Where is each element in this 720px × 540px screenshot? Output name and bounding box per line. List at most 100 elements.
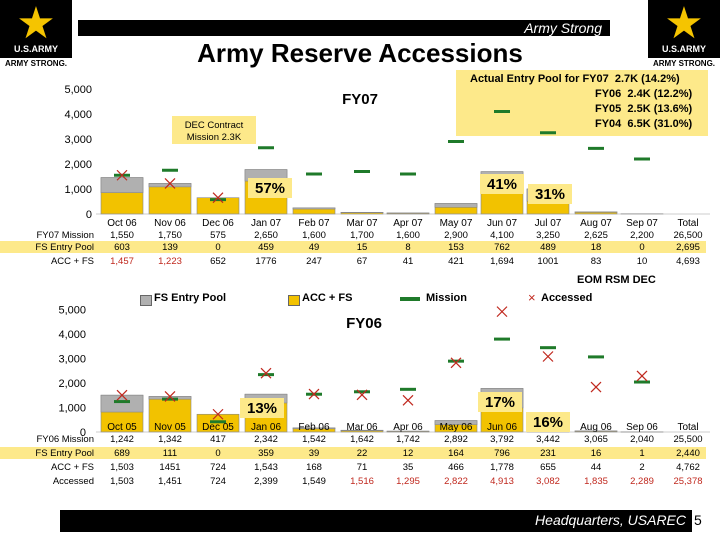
percent-label-bg <box>478 392 522 412</box>
percent-label-bg <box>240 398 284 418</box>
category-label: Dec 06 <box>202 218 234 229</box>
table-cell: 35 <box>403 462 414 473</box>
percent-label: 17% <box>485 394 515 411</box>
bar-fs-pool <box>100 394 144 413</box>
percent-label-bg <box>526 412 570 432</box>
table-cell: 0 <box>215 448 220 459</box>
accessed-marker <box>212 192 224 204</box>
page-title: Army Reserve Accessions <box>197 38 523 68</box>
table-cell: 0 <box>215 242 220 253</box>
eom-label: EOM RSM DEC <box>577 274 656 286</box>
table-cell: 15 <box>357 242 368 253</box>
table-cell: 652 <box>210 256 226 267</box>
y-tick-label: 2,000 <box>58 378 86 390</box>
table-cell: 1776 <box>255 256 276 267</box>
accessed-marker <box>212 408 224 420</box>
table-cell: 139 <box>162 242 178 253</box>
army-star-icon: ★ <box>16 0 56 49</box>
accessed-marker <box>116 169 128 181</box>
table-cell: 8 <box>405 242 410 253</box>
category-label: Aug 06 <box>580 422 612 433</box>
accessed-marker <box>496 306 508 318</box>
category-label: May 07 <box>440 218 473 229</box>
category-label: Oct 05 <box>107 422 137 433</box>
y-tick-label: 0 <box>86 209 92 221</box>
table-total-cell: 2,440 <box>676 448 700 459</box>
table-total-cell: 2,695 <box>676 242 700 253</box>
percent-label: 13% <box>247 400 277 417</box>
actual-pool-box: Actual Entry Pool for FY07 2.7K (14.2%) … <box>456 70 708 136</box>
table-cell: 3,792 <box>490 434 514 445</box>
table-cell: 1,342 <box>158 434 182 445</box>
table-cell: 2,625 <box>584 230 608 241</box>
table-cell: 1,242 <box>110 434 134 445</box>
table-cell: 4,913 <box>490 476 514 487</box>
table-cell: 1,457 <box>110 256 134 267</box>
y-tick-label: 2,000 <box>64 159 92 171</box>
note-line: DEC Contract <box>185 120 244 131</box>
y-tick-label: 5,000 <box>58 305 86 317</box>
note-box <box>172 116 256 144</box>
table-cell: 247 <box>306 256 322 267</box>
bar-fs-pool <box>292 427 336 430</box>
chart-title: FY07 <box>342 91 378 108</box>
category-label: Mar 07 <box>346 218 378 229</box>
table-cell: 2,200 <box>630 230 654 241</box>
table-cell: 16 <box>591 448 602 459</box>
table-cell: 2,900 <box>444 230 468 241</box>
accessed-marker <box>116 389 128 401</box>
accessed-marker <box>308 388 320 400</box>
table-cell: 39 <box>309 448 320 459</box>
table-cell: 3,250 <box>536 230 560 241</box>
table-cell: 0 <box>639 242 644 253</box>
table-row-highlight <box>96 447 706 459</box>
actual-pool-line: Actual Entry Pool for FY07 2.7K (14.2%) <box>470 73 680 85</box>
table-cell: 67 <box>357 256 368 267</box>
table-row-label: ACC + FS <box>51 256 94 267</box>
bar-fs-pool <box>292 207 336 210</box>
tagline: Army Strong <box>524 20 602 36</box>
category-label: Mar 06 <box>346 422 378 433</box>
accessed-marker <box>164 178 176 189</box>
accessed-marker <box>356 389 368 401</box>
table-cell: 22 <box>357 448 368 459</box>
category-label: Sep 06 <box>626 422 658 433</box>
category-label: Jun 07 <box>487 218 517 229</box>
legend-acc-fs: ACC + FS <box>302 292 353 304</box>
table-cell: 466 <box>448 462 464 473</box>
table-cell: 83 <box>591 256 602 267</box>
table-cell: 111 <box>163 448 177 459</box>
table-cell: 4,100 <box>490 230 514 241</box>
table-cell: 49 <box>309 242 320 253</box>
table-cell: 2,399 <box>254 476 278 487</box>
table-row-highlight <box>0 241 96 253</box>
table-cell: 1,503 <box>110 476 134 487</box>
table-row-label: FS Entry Pool <box>35 448 94 459</box>
percent-label-bg <box>248 178 292 198</box>
accessed-marker <box>636 370 648 382</box>
legend-fs-pool: FS Entry Pool <box>154 292 227 304</box>
actual-pool-line: FY04 6.5K (31.0%) <box>595 118 693 130</box>
table-row-highlight <box>96 241 706 253</box>
chart-title: FY06 <box>346 315 382 332</box>
bar-fs-pool <box>100 177 144 193</box>
table-cell: 41 <box>403 256 414 267</box>
category-label: Oct 06 <box>107 218 137 229</box>
table-cell: 1,549 <box>302 476 326 487</box>
footer-bar: Headquarters, USAREC <box>60 510 692 532</box>
table-total-cell: 25,378 <box>673 476 702 487</box>
table-cell: 44 <box>591 462 602 473</box>
y-tick-label: 4,000 <box>64 109 92 121</box>
table-row-label: FY06 Mission <box>36 434 94 445</box>
total-label: Total <box>677 422 698 433</box>
table-cell: 762 <box>494 242 510 253</box>
category-label: Nov 05 <box>154 422 186 433</box>
actual-pool-line: FY06 2.4K (12.2%) <box>595 88 693 100</box>
table-cell: 1,223 <box>158 256 182 267</box>
percent-label: 57% <box>255 180 285 197</box>
table-cell: 1,451 <box>158 476 182 487</box>
table-cell: 2 <box>639 462 644 473</box>
table-cell: 359 <box>258 448 274 459</box>
table-cell: 724 <box>210 476 226 487</box>
accessed-marker <box>590 381 602 393</box>
